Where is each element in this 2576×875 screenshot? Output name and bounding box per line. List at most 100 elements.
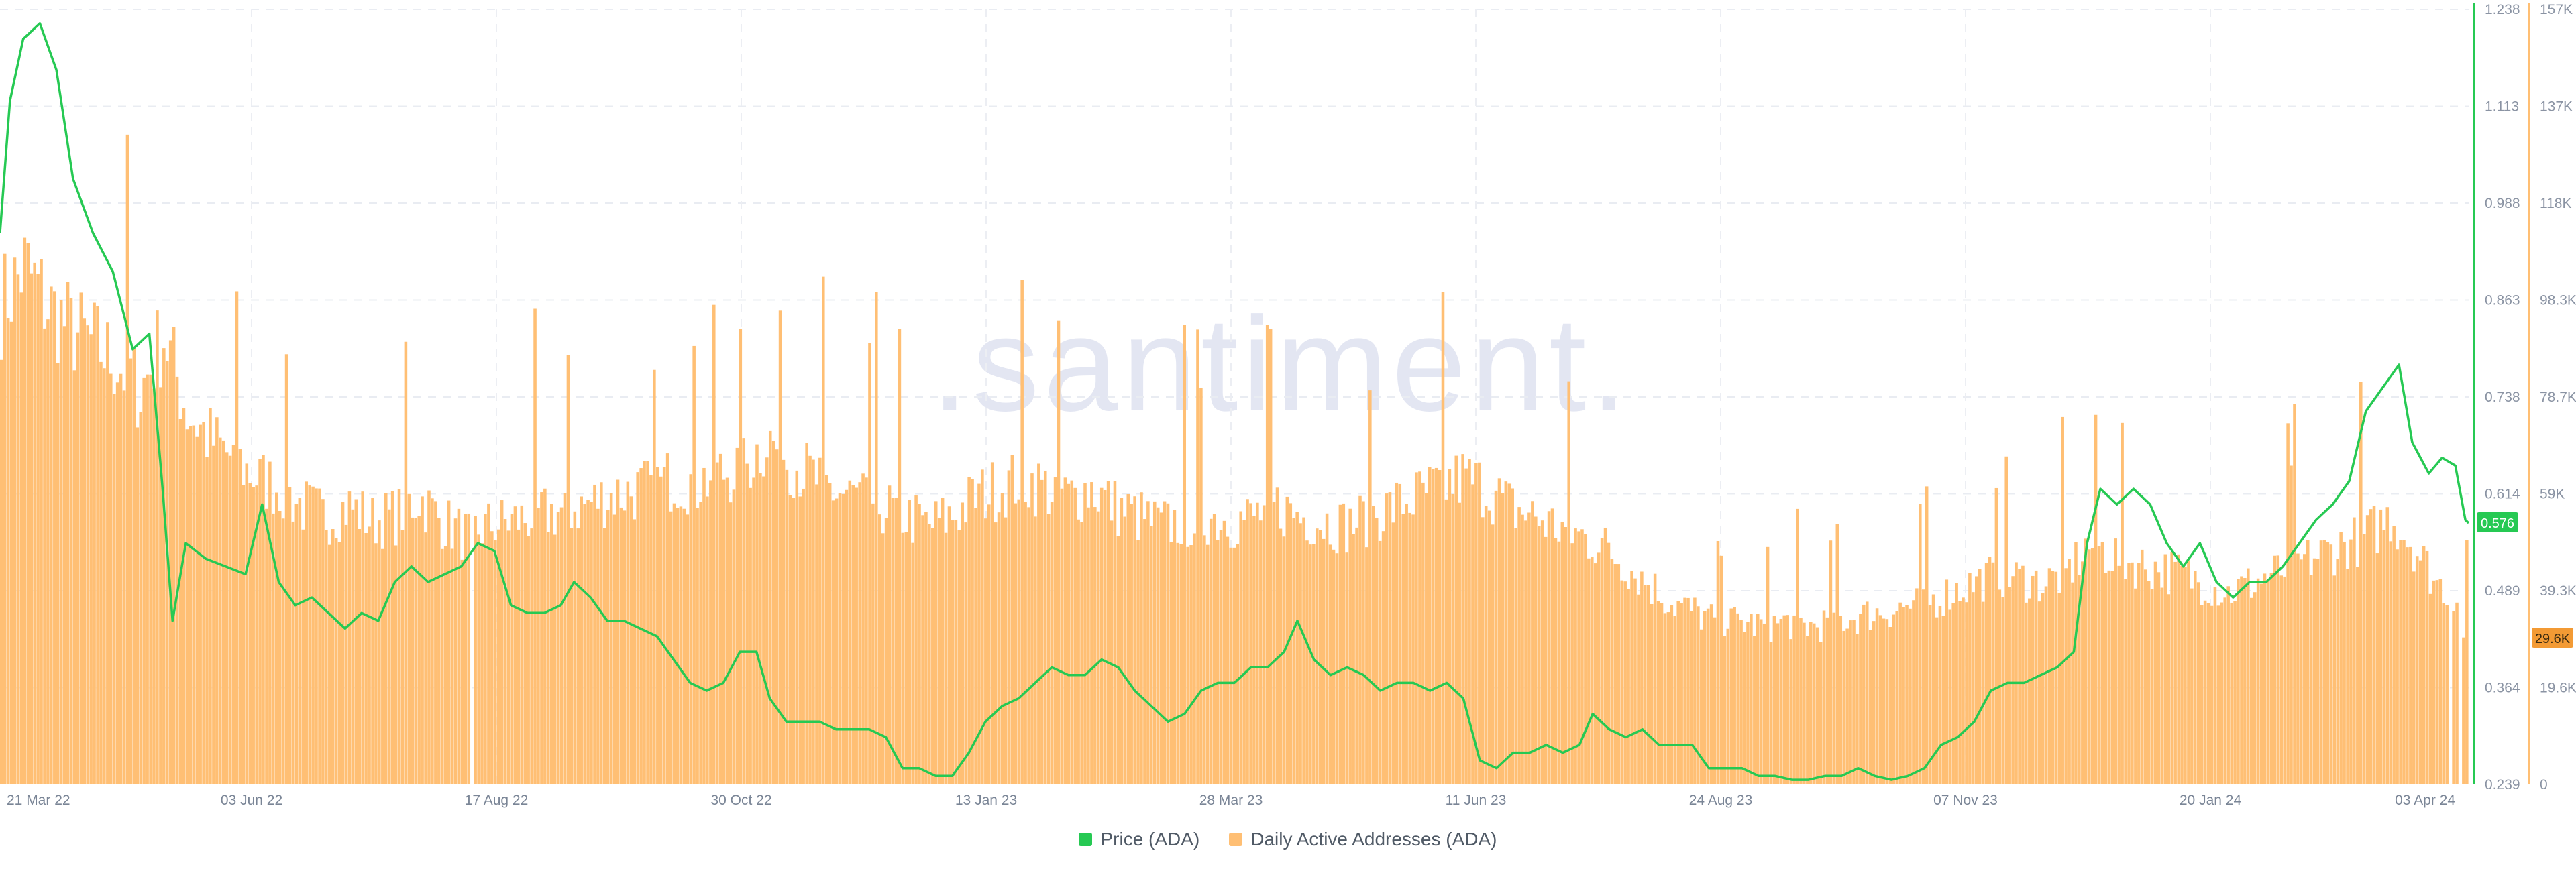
daa-bar: [2465, 540, 2469, 784]
x-tick-label: 03 Jun 22: [221, 793, 282, 808]
daa-bar: [1905, 605, 1909, 784]
daa-bar: [665, 453, 669, 784]
daa-bar: [2011, 576, 2015, 784]
daa-bar: [202, 422, 205, 784]
daa-bar: [1759, 619, 1763, 784]
daa-bar: [1882, 618, 1886, 784]
daa-bar: [6, 318, 10, 784]
daa-bar: [182, 408, 186, 784]
daa-bar: [527, 536, 530, 784]
daa-bar: [1099, 487, 1104, 784]
daa-bar: [934, 501, 938, 784]
daa-bar: [1421, 482, 1425, 784]
daa-bar: [1617, 564, 1621, 784]
daa-bar: [2004, 456, 2008, 784]
daa-axis-tick-label: 78.7K: [2540, 390, 2576, 405]
price-current-value: 0.576: [2481, 516, 2514, 531]
daa-bar: [1948, 609, 1952, 784]
daa-bar: [692, 345, 696, 784]
daa-bar: [1206, 544, 1210, 784]
daa-bar: [662, 467, 666, 784]
daa-bar: [1222, 520, 1226, 784]
daa-bar: [274, 492, 278, 784]
daa-bar: [1186, 546, 1189, 784]
daa-bar: [1921, 589, 1925, 784]
daa-bar: [1014, 503, 1018, 784]
daa-bar: [974, 508, 977, 784]
daa-bar: [156, 310, 159, 784]
daa-bar: [93, 302, 96, 784]
daa-bar: [1352, 534, 1355, 784]
daa-bar: [537, 507, 540, 784]
legend-item-price[interactable]: Price (ADA): [1079, 829, 1199, 850]
daa-bar: [1203, 535, 1206, 784]
daa-bar: [2409, 546, 2412, 784]
daa-bar: [702, 467, 706, 784]
daa-bar: [2094, 414, 2098, 784]
daa-bar: [494, 540, 497, 784]
legend-item-daily-active-addresses[interactable]: Daily Active Addresses (ADA): [1229, 829, 1497, 850]
daa-bar: [815, 484, 818, 784]
daa-bar: [1441, 292, 1445, 784]
daa-bar: [1892, 614, 1896, 784]
daa-bar: [1471, 484, 1474, 784]
daa-bar: [185, 429, 189, 784]
daa-bar: [2296, 553, 2300, 784]
daa-bar: [496, 529, 500, 784]
daa-bar: [1968, 573, 1972, 784]
daa-bar: [1666, 612, 1670, 784]
daa-bar: [1156, 507, 1160, 784]
x-tick-label: 13 Jan 23: [955, 793, 1017, 808]
daa-bar: [981, 469, 984, 784]
daa-bar: [228, 455, 232, 784]
daa-bar: [1803, 622, 1806, 784]
daa-bar: [1166, 503, 1170, 784]
daa-bar: [2140, 549, 2144, 784]
daa-bar: [1697, 606, 1700, 784]
axes: 21 Mar 22 03 Jun 22 17 Aug 22 30 Oct 22 13 J…: [7, 2, 2576, 808]
daa-current-value: 29.6K: [2535, 632, 2571, 646]
daa-bar: [1839, 616, 1843, 784]
daa-bar: [696, 508, 699, 784]
daa-bar: [195, 436, 199, 784]
daa-bar: [437, 518, 441, 784]
daa-bar: [1610, 559, 1614, 784]
daa-bar: [241, 485, 246, 784]
daa-bar: [2018, 569, 2021, 784]
daa-bar: [1945, 579, 1949, 784]
daa-bar: [1822, 610, 1826, 784]
daa-bar: [1620, 580, 1624, 784]
daa-bar: [212, 445, 215, 784]
daa-bar: [500, 500, 504, 784]
daa-bar: [1517, 507, 1521, 784]
daa-axis-tick-label: 59K: [2540, 487, 2565, 502]
daa-bar: [2432, 580, 2436, 784]
daa-bar: [1004, 517, 1008, 784]
daa-bar: [649, 475, 653, 784]
daily-active-addresses-bars: [0, 134, 2469, 785]
daa-bar: [1856, 634, 1859, 784]
daa-bar: [2455, 602, 2459, 784]
daa-bar: [1709, 604, 1713, 784]
daa-bar: [361, 491, 364, 784]
daa-bar: [715, 462, 719, 784]
daa-bar: [2445, 605, 2449, 784]
daa-bar: [808, 455, 812, 784]
daa-bar: [1842, 630, 1845, 784]
daa-bar: [219, 437, 222, 784]
daa-bar: [1348, 508, 1352, 784]
daa-bar: [1729, 608, 1733, 784]
daa-bar: [1275, 487, 1279, 784]
daa-axis-tick-label: 39.3K: [2540, 583, 2576, 599]
daa-bar: [1474, 463, 1478, 784]
daa-bar: [957, 530, 961, 784]
daa-bar: [1000, 493, 1004, 784]
daa-bar: [318, 488, 321, 784]
daa-bar: [2425, 550, 2429, 784]
daa-bar: [2110, 571, 2114, 784]
daa-bar: [812, 459, 815, 784]
x-tick-label: 03 Apr 24: [2395, 793, 2455, 808]
daa-bar: [2290, 465, 2293, 784]
daa-bar: [831, 500, 835, 784]
